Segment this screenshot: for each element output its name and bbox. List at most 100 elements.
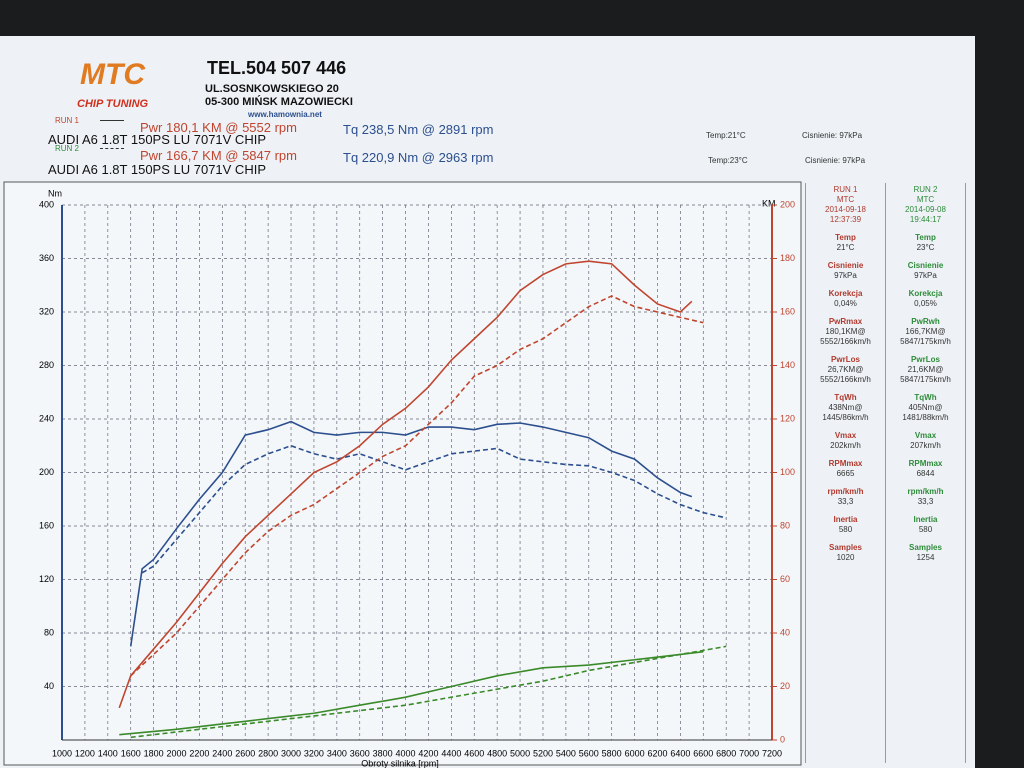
series-line (130, 645, 727, 739)
y-tick-label: 320 (39, 306, 54, 316)
gap (886, 507, 965, 515)
panel-label: Inertia (913, 515, 938, 524)
x-tick-label: 5400 (556, 748, 576, 758)
run-temp: Temp:23°C (708, 156, 748, 165)
panel-header: MTC (836, 195, 855, 204)
run-pwr: Pwr 166,7 KM @ 5847 rpm (140, 148, 297, 163)
gap (886, 225, 965, 233)
x-tick-label: 5800 (602, 748, 622, 758)
series-line (141, 444, 727, 574)
y2-axis-label: KM (762, 198, 776, 208)
panel-value: 580 (838, 525, 853, 534)
x-tick-label: 2400 (212, 748, 232, 758)
panel-label: PwRmax (828, 317, 863, 326)
panel-label: TqWh (914, 393, 937, 402)
y-tick-label: 80 (44, 627, 54, 637)
logo-sub: CHIP TUNING (77, 98, 149, 110)
x-tick-label: 5200 (533, 748, 553, 758)
y2-tick-label: 60 (780, 574, 790, 584)
x-tick-label: 6000 (625, 748, 645, 758)
panel-header: MTC (916, 195, 935, 204)
panel-value: 1254 (916, 553, 935, 562)
panel-label: rpm/km/h (907, 487, 944, 496)
gap (886, 385, 965, 393)
side-panel: RUN 1 MTC 2014-09-18 12:37:39 Temp 21°C Cisnie… (805, 183, 966, 763)
panel-header: RUN 2 (913, 185, 938, 194)
series-line (119, 650, 704, 736)
panel-header: 19:44:17 (909, 215, 942, 224)
logo: MTC (80, 58, 145, 91)
gap (886, 451, 965, 459)
run-press: Cisnienie: 97kPa (805, 156, 866, 165)
x-tick-label: 1600 (121, 748, 141, 758)
run-tq: Tq 220,9 Nm @ 2963 rpm (343, 150, 494, 165)
panel-value: 1481/88km/h (902, 413, 949, 422)
panel-value: 1445/86km/h (822, 413, 869, 422)
run-line (100, 120, 124, 121)
panel-label: RPMmax (828, 459, 863, 468)
panel-value: 207km/h (910, 441, 941, 450)
panel-value: 33,3 (917, 497, 934, 506)
x-tick-label: 3400 (327, 748, 347, 758)
y-tick-label: 360 (39, 253, 54, 263)
x-tick-label: 4400 (441, 748, 461, 758)
panel-value: 97kPa (834, 271, 857, 280)
run-car: AUDI A6 1.8T 150PS LU 7071V CHIP (48, 162, 266, 177)
x-tick-label: 3800 (373, 748, 393, 758)
y-tick-label: 200 (39, 467, 54, 477)
panel-header: RUN 1 (833, 185, 858, 194)
x-tick-label: 4800 (487, 748, 507, 758)
x-tick-label: 3000 (281, 748, 301, 758)
y-tick-label: 280 (39, 360, 54, 370)
panel-value: 5847/175km/h (900, 375, 951, 384)
panel-label: Inertia (833, 515, 858, 524)
x-tick-label: 4000 (396, 748, 416, 758)
panel-value: 33,3 (837, 497, 854, 506)
panel-value: 405Nm@ (908, 403, 943, 412)
y2-tick-label: 20 (780, 681, 790, 691)
panel-value: 21,6KM@ (907, 365, 944, 374)
panel-value: 5552/166km/h (820, 375, 871, 384)
y-tick-label: 40 (44, 681, 54, 691)
gap (886, 535, 965, 543)
gap (886, 423, 965, 431)
panel-column: RUN 1 MTC 2014-09-18 12:37:39 Temp 21°C Cisnie… (806, 183, 886, 763)
gap (806, 347, 885, 355)
chart: Nm KM Obroty silnika [rpm] 1000 1200 1400 1… (3, 181, 802, 768)
run-press: Cisnienie: 97kPa (802, 131, 863, 140)
panel-value: 0,04% (834, 299, 857, 308)
panel-header: 12:37:39 (829, 215, 862, 224)
run-label: RUN 1 (55, 116, 80, 125)
street: UL.SOSNKOWSKIEGO 20 (205, 83, 339, 95)
panel-column: RUN 2 MTC 2014-09-08 19:44:17 Temp 23°C Cisnie… (886, 183, 966, 763)
y2-tick-label: 140 (780, 360, 795, 370)
y-tick-label: 120 (39, 574, 54, 584)
gap (886, 253, 965, 261)
panel-header: 2014-09-08 (905, 205, 946, 214)
y2-tick-label: 0 (780, 734, 785, 744)
run-temp: Temp:21°C (706, 131, 746, 140)
phone: TEL.504 507 446 (207, 58, 347, 78)
y-tick-label: 400 (39, 199, 54, 209)
gap (886, 281, 965, 289)
y-tick-label: 160 (39, 520, 54, 530)
gap (806, 281, 885, 289)
gap (806, 479, 885, 487)
x-tick-label: 2800 (258, 748, 278, 758)
panel-value: 5552/166km/h (820, 337, 871, 346)
city: 05-300 MIŃSK MAZOWIECKI (205, 96, 353, 108)
panel-label: Korekcja (908, 289, 943, 298)
panel-value: 26,7KM@ (827, 365, 864, 374)
gap (806, 423, 885, 431)
panel-label: Cisnienie (827, 261, 864, 270)
chart-frame (3, 181, 802, 766)
x-tick-label: 6600 (693, 748, 713, 758)
panel-label: Cisnienie (907, 261, 944, 270)
x-tick-label: 2200 (189, 748, 209, 758)
gap (806, 253, 885, 261)
gap (886, 309, 965, 317)
x-tick-label: 7200 (762, 748, 782, 758)
series-line (130, 295, 704, 677)
x-tick-label: 2600 (235, 748, 255, 758)
